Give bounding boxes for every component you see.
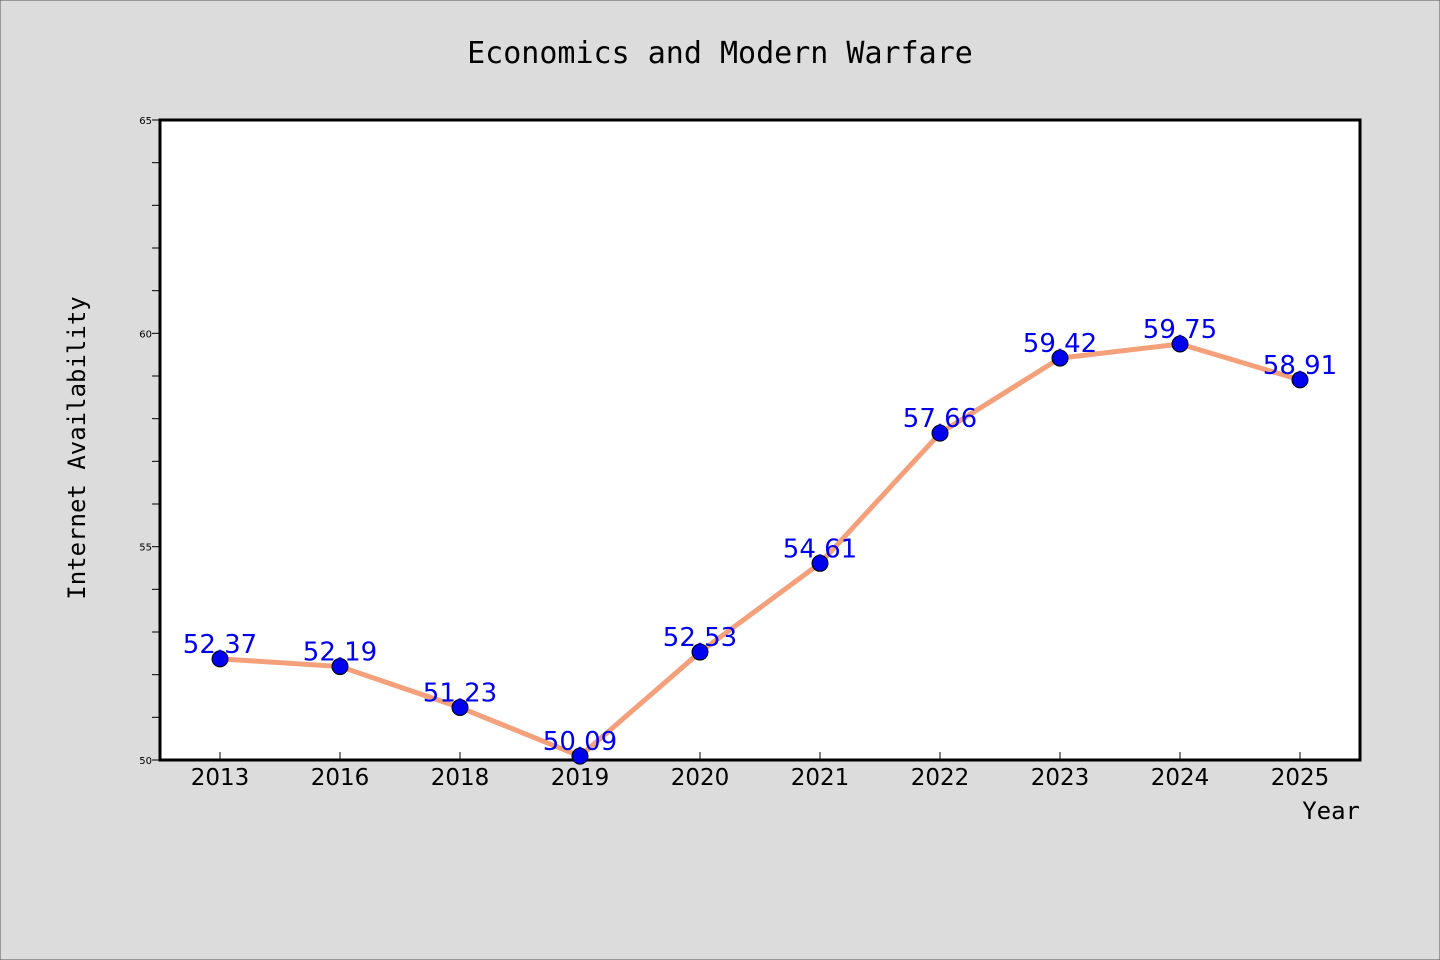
chart-title: Economics and Modern Warfare — [467, 36, 973, 71]
plot-area — [158, 118, 1362, 762]
x-tick-label: 2024 — [1151, 765, 1210, 791]
data-point — [931, 424, 949, 442]
data-point — [1171, 335, 1189, 353]
data-point — [451, 699, 469, 717]
x-tick-label: 2019 — [551, 765, 610, 791]
data-points — [211, 335, 1309, 765]
data-label: 52.53 — [663, 623, 737, 653]
x-tick-label: 2013 — [191, 765, 250, 791]
data-label: 52.37 — [183, 630, 257, 660]
series-line-group — [217, 341, 1303, 759]
x-tick-label: 2016 — [311, 765, 370, 791]
y-tick-label: 55 — [139, 543, 152, 554]
x-tick-label: 2023 — [1031, 765, 1090, 791]
x-tick-label: 2018 — [431, 765, 490, 791]
x-tick-label: 2020 — [671, 765, 730, 791]
data-point — [1051, 349, 1069, 367]
data-label: 59.75 — [1143, 315, 1217, 345]
data-label: 50.09 — [543, 727, 617, 757]
data-point — [211, 650, 229, 668]
data-label: 59.42 — [1023, 329, 1097, 359]
y-axis-ticks: 50 55 60 65 — [139, 116, 160, 767]
data-label: 52.19 — [303, 638, 377, 668]
x-axis-ticks: 2013 2016 2018 2019 2020 2021 2022 2023 2024 2025 — [191, 752, 1330, 791]
x-tick-label: 2022 — [911, 765, 970, 791]
y-axis-label: Internet Availability — [63, 296, 91, 599]
y-minor-ticks — [152, 162, 160, 718]
data-label: 54.61 — [783, 534, 857, 564]
x-tick-label: 2025 — [1271, 765, 1330, 791]
x-tick-label: 2021 — [791, 765, 850, 791]
data-point — [1291, 371, 1309, 389]
data-label: 58.91 — [1263, 351, 1337, 381]
series-line — [217, 341, 1303, 759]
data-label: 51.23 — [423, 679, 497, 709]
y-tick-label: 65 — [139, 116, 152, 127]
y-tick-label: 50 — [139, 756, 152, 767]
y-tick-label: 60 — [139, 329, 152, 340]
x-axis-label: Year — [1302, 797, 1360, 825]
data-labels: 52.37 52.19 51.23 50.09 52.53 54.61 57.66 59.42… — [183, 315, 1337, 757]
data-point — [571, 747, 589, 765]
data-label: 57.66 — [903, 404, 977, 434]
data-point — [331, 658, 349, 676]
data-point — [691, 643, 709, 661]
data-point — [811, 554, 829, 572]
